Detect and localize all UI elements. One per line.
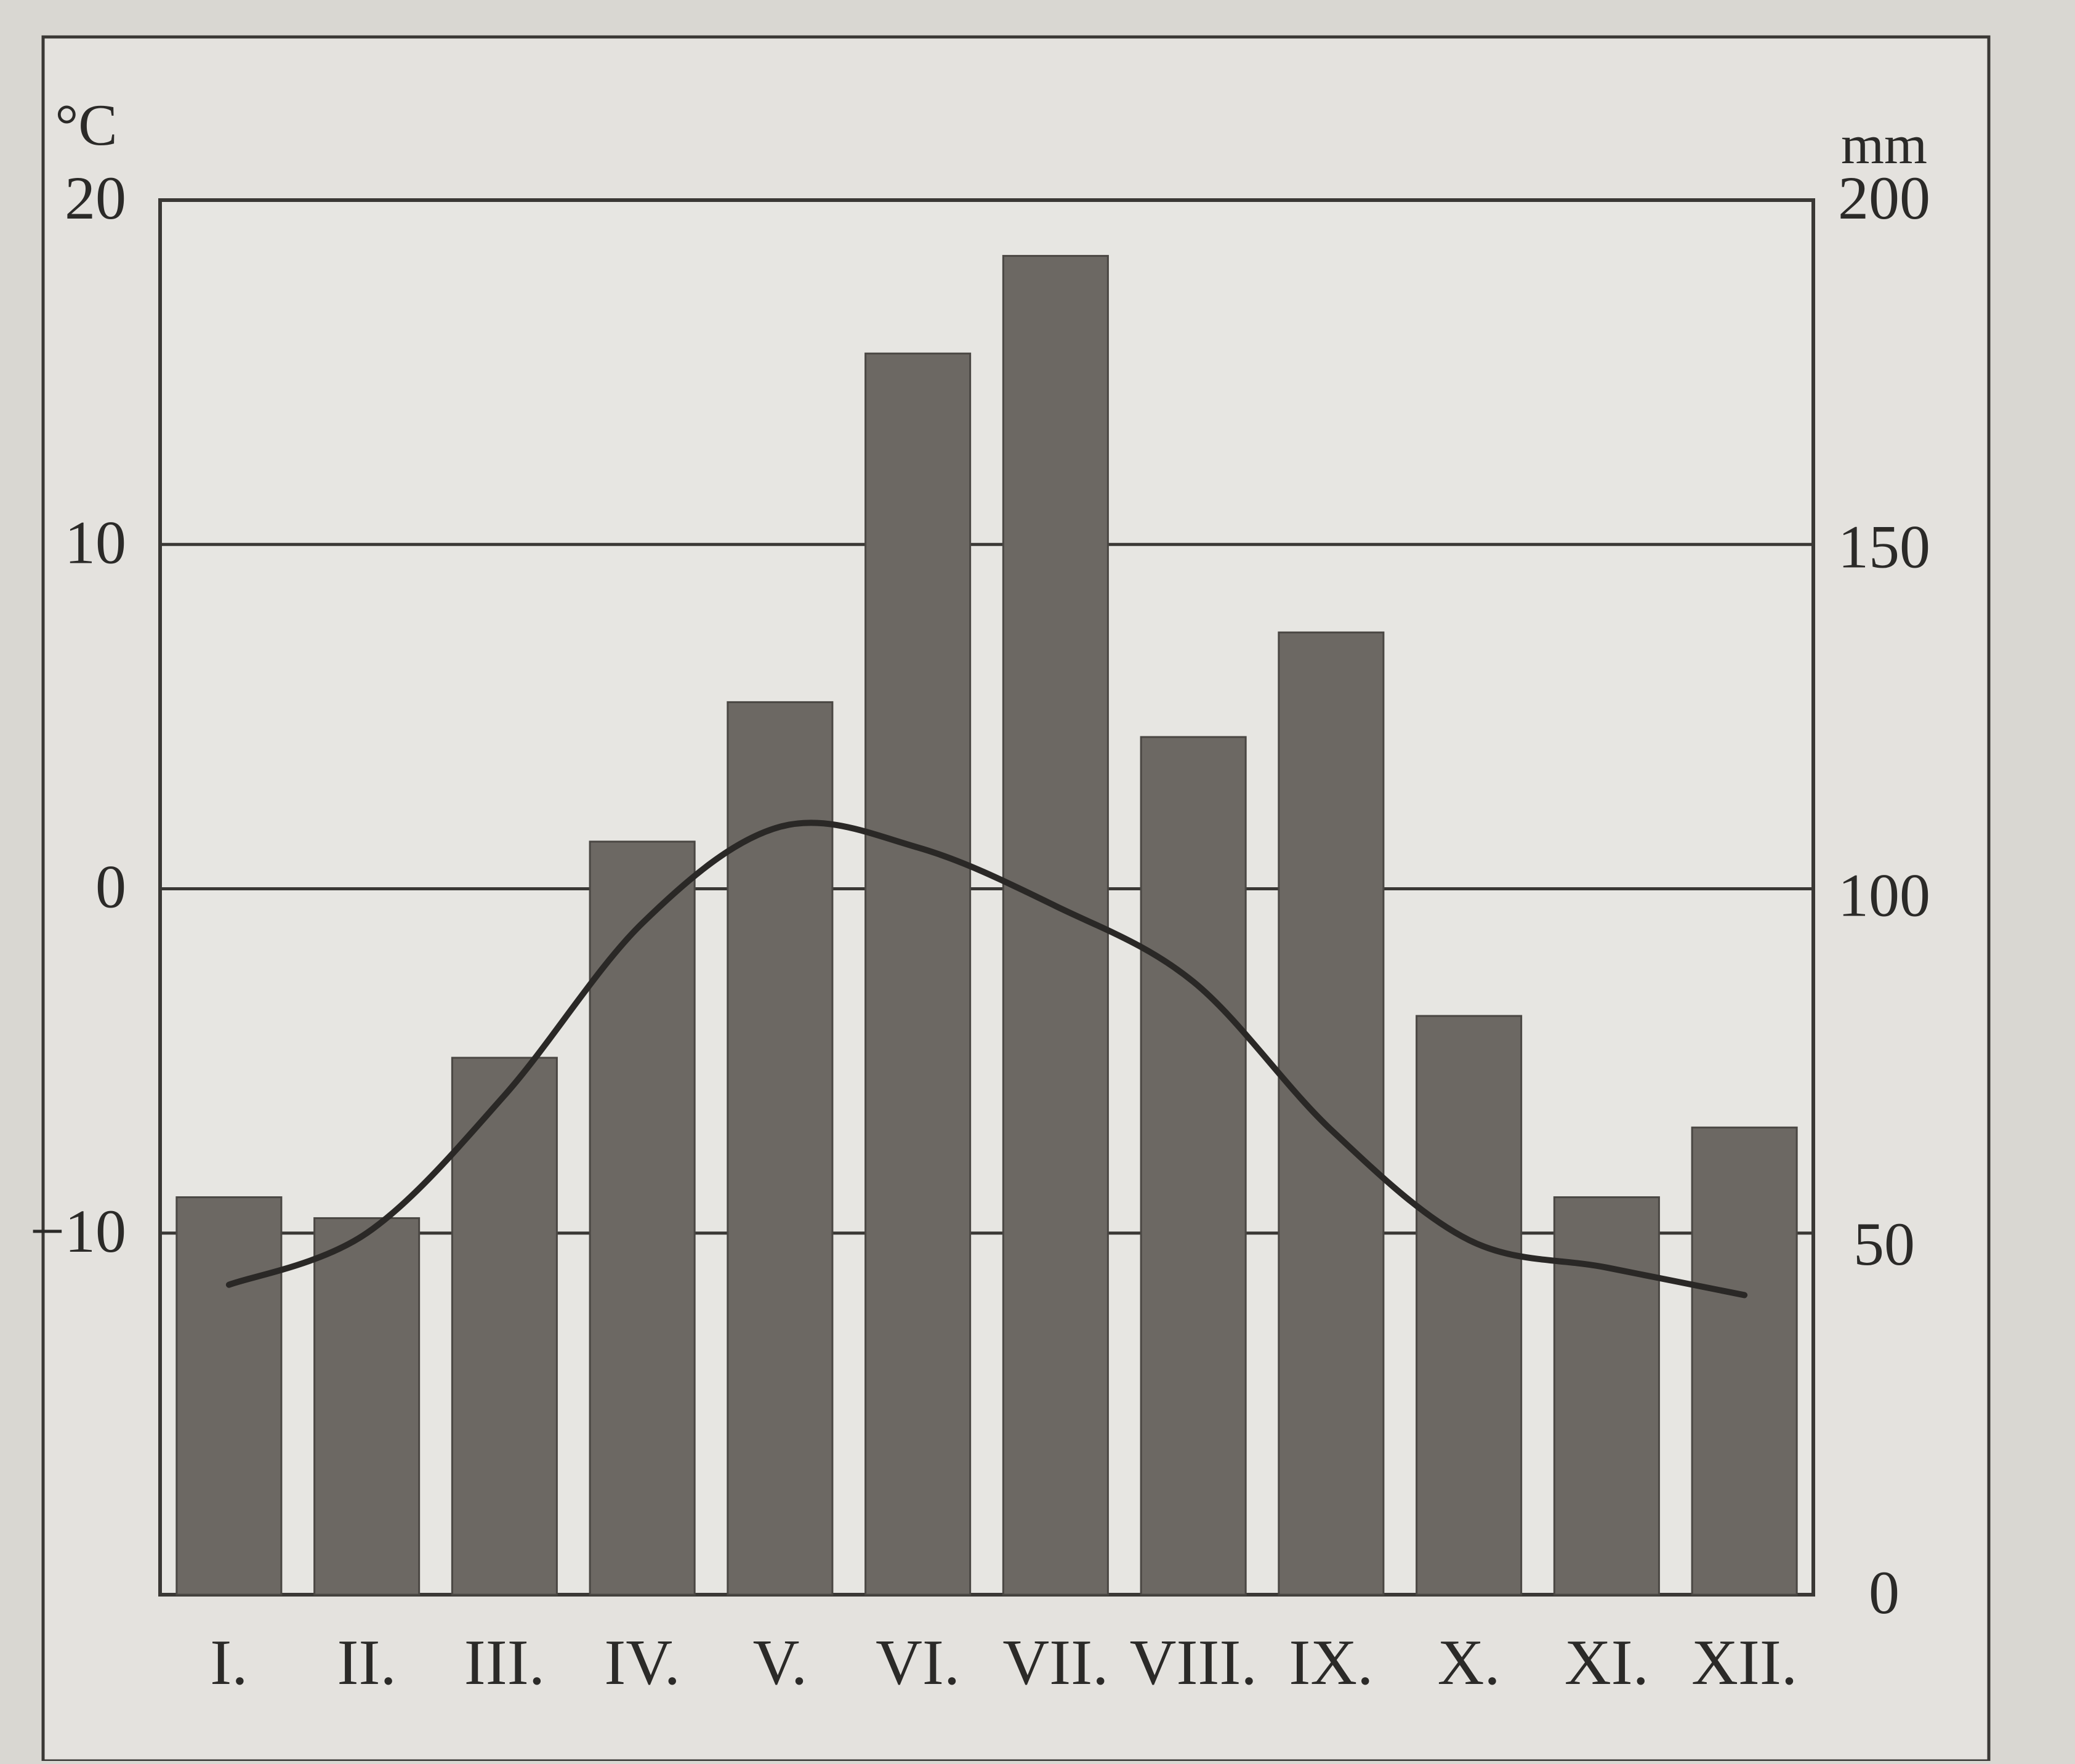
- right-tick-label-3: 50: [1853, 1210, 1915, 1278]
- left-tick-label-2: 0: [95, 853, 126, 921]
- right-tick-label-4: 0: [1869, 1558, 1900, 1627]
- x-tick-label-11: XI.: [1565, 1626, 1649, 1698]
- plot-area: [158, 198, 1815, 1597]
- bar-1: [175, 1196, 283, 1596]
- right-axis-ticks: 200 150 100 50 0: [1838, 164, 1930, 1627]
- bar-12: [1691, 1126, 1798, 1596]
- bar-8: [1140, 736, 1247, 1596]
- bar-10: [1416, 1015, 1523, 1596]
- left-axis-ticks: 20 10 0 −10: [30, 164, 126, 1265]
- x-axis-ticks: I. II. III. IV. V. VI. VII. VIII. IX. X. XI. XII.: [210, 1626, 1797, 1698]
- x-tick-label-9: IX.: [1289, 1626, 1373, 1698]
- x-tick-label-5: V.: [753, 1626, 808, 1698]
- right-tick-label-1: 150: [1838, 512, 1930, 581]
- x-tick-label-10: X.: [1438, 1626, 1501, 1698]
- x-tick-label-8: VIII.: [1130, 1626, 1257, 1698]
- x-tick-label-7: VII.: [1002, 1626, 1108, 1698]
- bar-4: [589, 840, 696, 1596]
- left-tick-label-3: −10: [30, 1197, 126, 1265]
- left-tick-label-1: 10: [65, 508, 126, 576]
- right-tick-label-2: 100: [1838, 861, 1930, 930]
- temperature-line: [225, 820, 1748, 1299]
- x-tick-label-4: IV.: [604, 1626, 680, 1698]
- bar-6: [864, 352, 972, 1596]
- bar-9: [1278, 631, 1385, 1596]
- left-axis-unit: °C: [55, 92, 117, 158]
- bar-3: [451, 1057, 558, 1596]
- x-tick-label-2: II.: [337, 1626, 397, 1698]
- bar-11: [1553, 1196, 1660, 1596]
- bar-5: [727, 701, 834, 1596]
- x-tick-label-6: VI.: [876, 1626, 960, 1698]
- right-tick-label-0: 200: [1838, 164, 1930, 232]
- x-tick-label-1: I.: [210, 1626, 248, 1698]
- right-axis-unit: mm: [1841, 115, 1927, 175]
- left-tick-label-0: 20: [65, 164, 126, 232]
- bar-2: [313, 1217, 421, 1596]
- x-tick-label-3: III.: [464, 1626, 545, 1698]
- x-tick-label-12: XII.: [1691, 1626, 1797, 1698]
